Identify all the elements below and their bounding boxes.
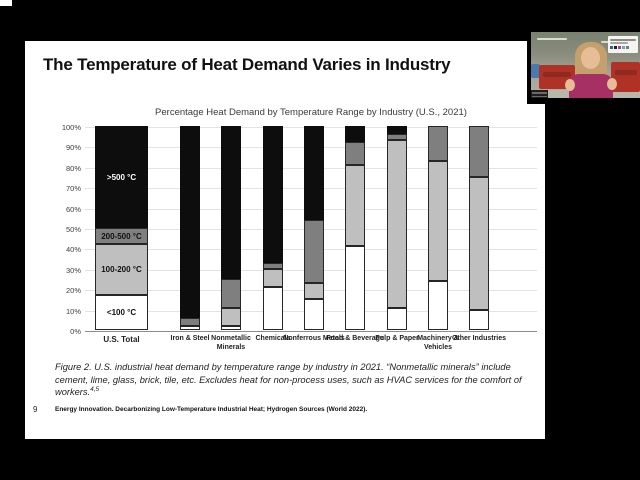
source-footnote: Energy Innovation. Decarbonizing Low-Tem… — [55, 406, 368, 413]
y-axis-tick-label: 80% — [65, 163, 81, 173]
segment-100-200C — [304, 283, 324, 300]
y-axis-tick-label: 70% — [65, 184, 81, 194]
segment-200-500C — [428, 126, 448, 161]
segment->500C — [387, 126, 407, 135]
segment->500C — [180, 126, 200, 318]
segment-200-500C — [469, 126, 489, 178]
speaker-shirt — [569, 74, 613, 98]
badge-text-line — [610, 38, 636, 41]
speaker-hand-right — [607, 78, 617, 90]
legend-label->500C: >500 °C — [95, 126, 148, 229]
segment-200-500C — [263, 262, 283, 269]
figure-caption: Figure 2. U.S. industrial heat demand by… — [55, 361, 533, 399]
y-axis-tick-label: 40% — [65, 245, 81, 255]
segment-100-200C — [387, 140, 407, 308]
gridline-0 — [85, 331, 537, 332]
social-icon — [614, 46, 617, 49]
screen-artifact — [0, 0, 12, 6]
bar-nonmetallic-minerals — [221, 126, 241, 330]
segment-200-500C — [387, 134, 407, 141]
presentation-slide: The Temperature of Heat Demand Varies in… — [25, 41, 545, 439]
y-axis-tick-label: 90% — [65, 143, 81, 153]
badge-text-line — [610, 42, 629, 44]
segment-<100C — [428, 281, 448, 330]
x-axis-label-chemicals: Chemicals — [255, 335, 291, 342]
speaker-hand-left — [565, 79, 575, 91]
stacked-bar-chart: 0% 10% 20% 30% 40% 50% 60% 70% 80% 90% 100% <100 °C… — [62, 123, 537, 351]
segment-100-200C — [469, 177, 489, 310]
slide-title: The Temperature of Heat Demand Varies in… — [43, 55, 451, 74]
segment-<100C — [263, 287, 283, 330]
x-axis-label-iron-steel: Iron & Steel — [170, 335, 210, 342]
figure-caption-superscript: 4,5 — [90, 386, 100, 394]
segment-200-500C — [180, 317, 200, 326]
x-axis-label-nonmetallic-minerals: Nonmetallic Minerals — [211, 335, 251, 351]
legend-label-<100C: <100 °C — [95, 295, 148, 330]
y-axis-tick-label: 50% — [65, 225, 81, 234]
badge-social-icons — [610, 46, 636, 49]
segment-200-500C — [304, 219, 324, 284]
segment-100-200C — [263, 268, 283, 288]
x-axis-label-nonferrous-metals: Nonferrous Metals — [283, 335, 345, 342]
blue-equipment — [531, 64, 540, 78]
x-axis-label-food-beverage: Food & Beverage — [326, 335, 384, 342]
legend-label-200-500C: 200-500 °C — [95, 228, 148, 245]
segment-<100C — [180, 325, 200, 330]
red-machinery-left-detail — [543, 72, 571, 77]
y-axis-tick-label: 0% — [70, 327, 81, 336]
red-machinery-right-detail — [615, 70, 637, 75]
webcam-corner-label — [531, 90, 548, 98]
ceiling-light — [537, 38, 567, 40]
social-icon — [622, 46, 625, 49]
y-axis-tick-label: 60% — [65, 204, 81, 214]
x-axis-label-u-s-total: U.S. Total — [103, 335, 140, 344]
speaker-face — [581, 47, 600, 69]
segment-100-200C — [345, 164, 365, 247]
segment->500C — [221, 126, 241, 280]
segment-<100C — [469, 309, 489, 330]
social-icon — [626, 46, 629, 49]
segment-200-500C — [345, 142, 365, 165]
bar-other-industries — [469, 126, 489, 330]
y-axis-tick-label: 10% — [65, 306, 81, 316]
segment-<100C — [304, 299, 324, 330]
segment-<100C — [345, 246, 365, 330]
segment->500C — [304, 126, 324, 220]
figure-caption-text: Figure 2. U.S. industrial heat demand by… — [55, 362, 522, 398]
segment-<100C — [221, 325, 241, 330]
y-axis-tick-label: 100% — [61, 123, 81, 132]
bar-food-beverage — [345, 126, 365, 330]
social-icon — [618, 46, 621, 49]
webcam-video — [531, 32, 640, 98]
speaker-name-badge — [608, 36, 638, 53]
chart-title: Percentage Heat Demand by Temperature Ra… — [155, 107, 467, 118]
segment-200-500C — [221, 279, 241, 308]
bar-iron-steel — [180, 126, 200, 330]
bar-u-s-total: <100 °C 100-200 °C 200-500 °C >500 °C — [95, 126, 148, 330]
x-axis-label-pulp-paper: Pulp & Paper — [375, 335, 419, 342]
segment->500C — [345, 126, 365, 143]
legend-label-100-200C: 100-200 °C — [95, 244, 148, 296]
bar-chemicals — [263, 126, 283, 330]
webcam-tile[interactable] — [527, 24, 640, 104]
segment-100-200C — [221, 307, 241, 326]
page-number: 9 — [33, 405, 38, 414]
bar-machinery-vehicles — [428, 126, 448, 330]
y-axis-tick-label: 30% — [65, 265, 81, 275]
social-icon — [610, 46, 613, 49]
segment->500C — [263, 126, 283, 263]
x-axis-label-other-industries: Other Industries — [451, 335, 507, 342]
y-axis-tick-label: 20% — [65, 286, 81, 296]
segment-<100C — [387, 307, 407, 330]
bar-nonferrous-metals — [304, 126, 324, 330]
bar-pulp-paper — [387, 126, 407, 330]
segment-100-200C — [428, 160, 448, 282]
x-axis-label-machinery-vehicles: Machinery & Vehicles — [417, 335, 459, 351]
